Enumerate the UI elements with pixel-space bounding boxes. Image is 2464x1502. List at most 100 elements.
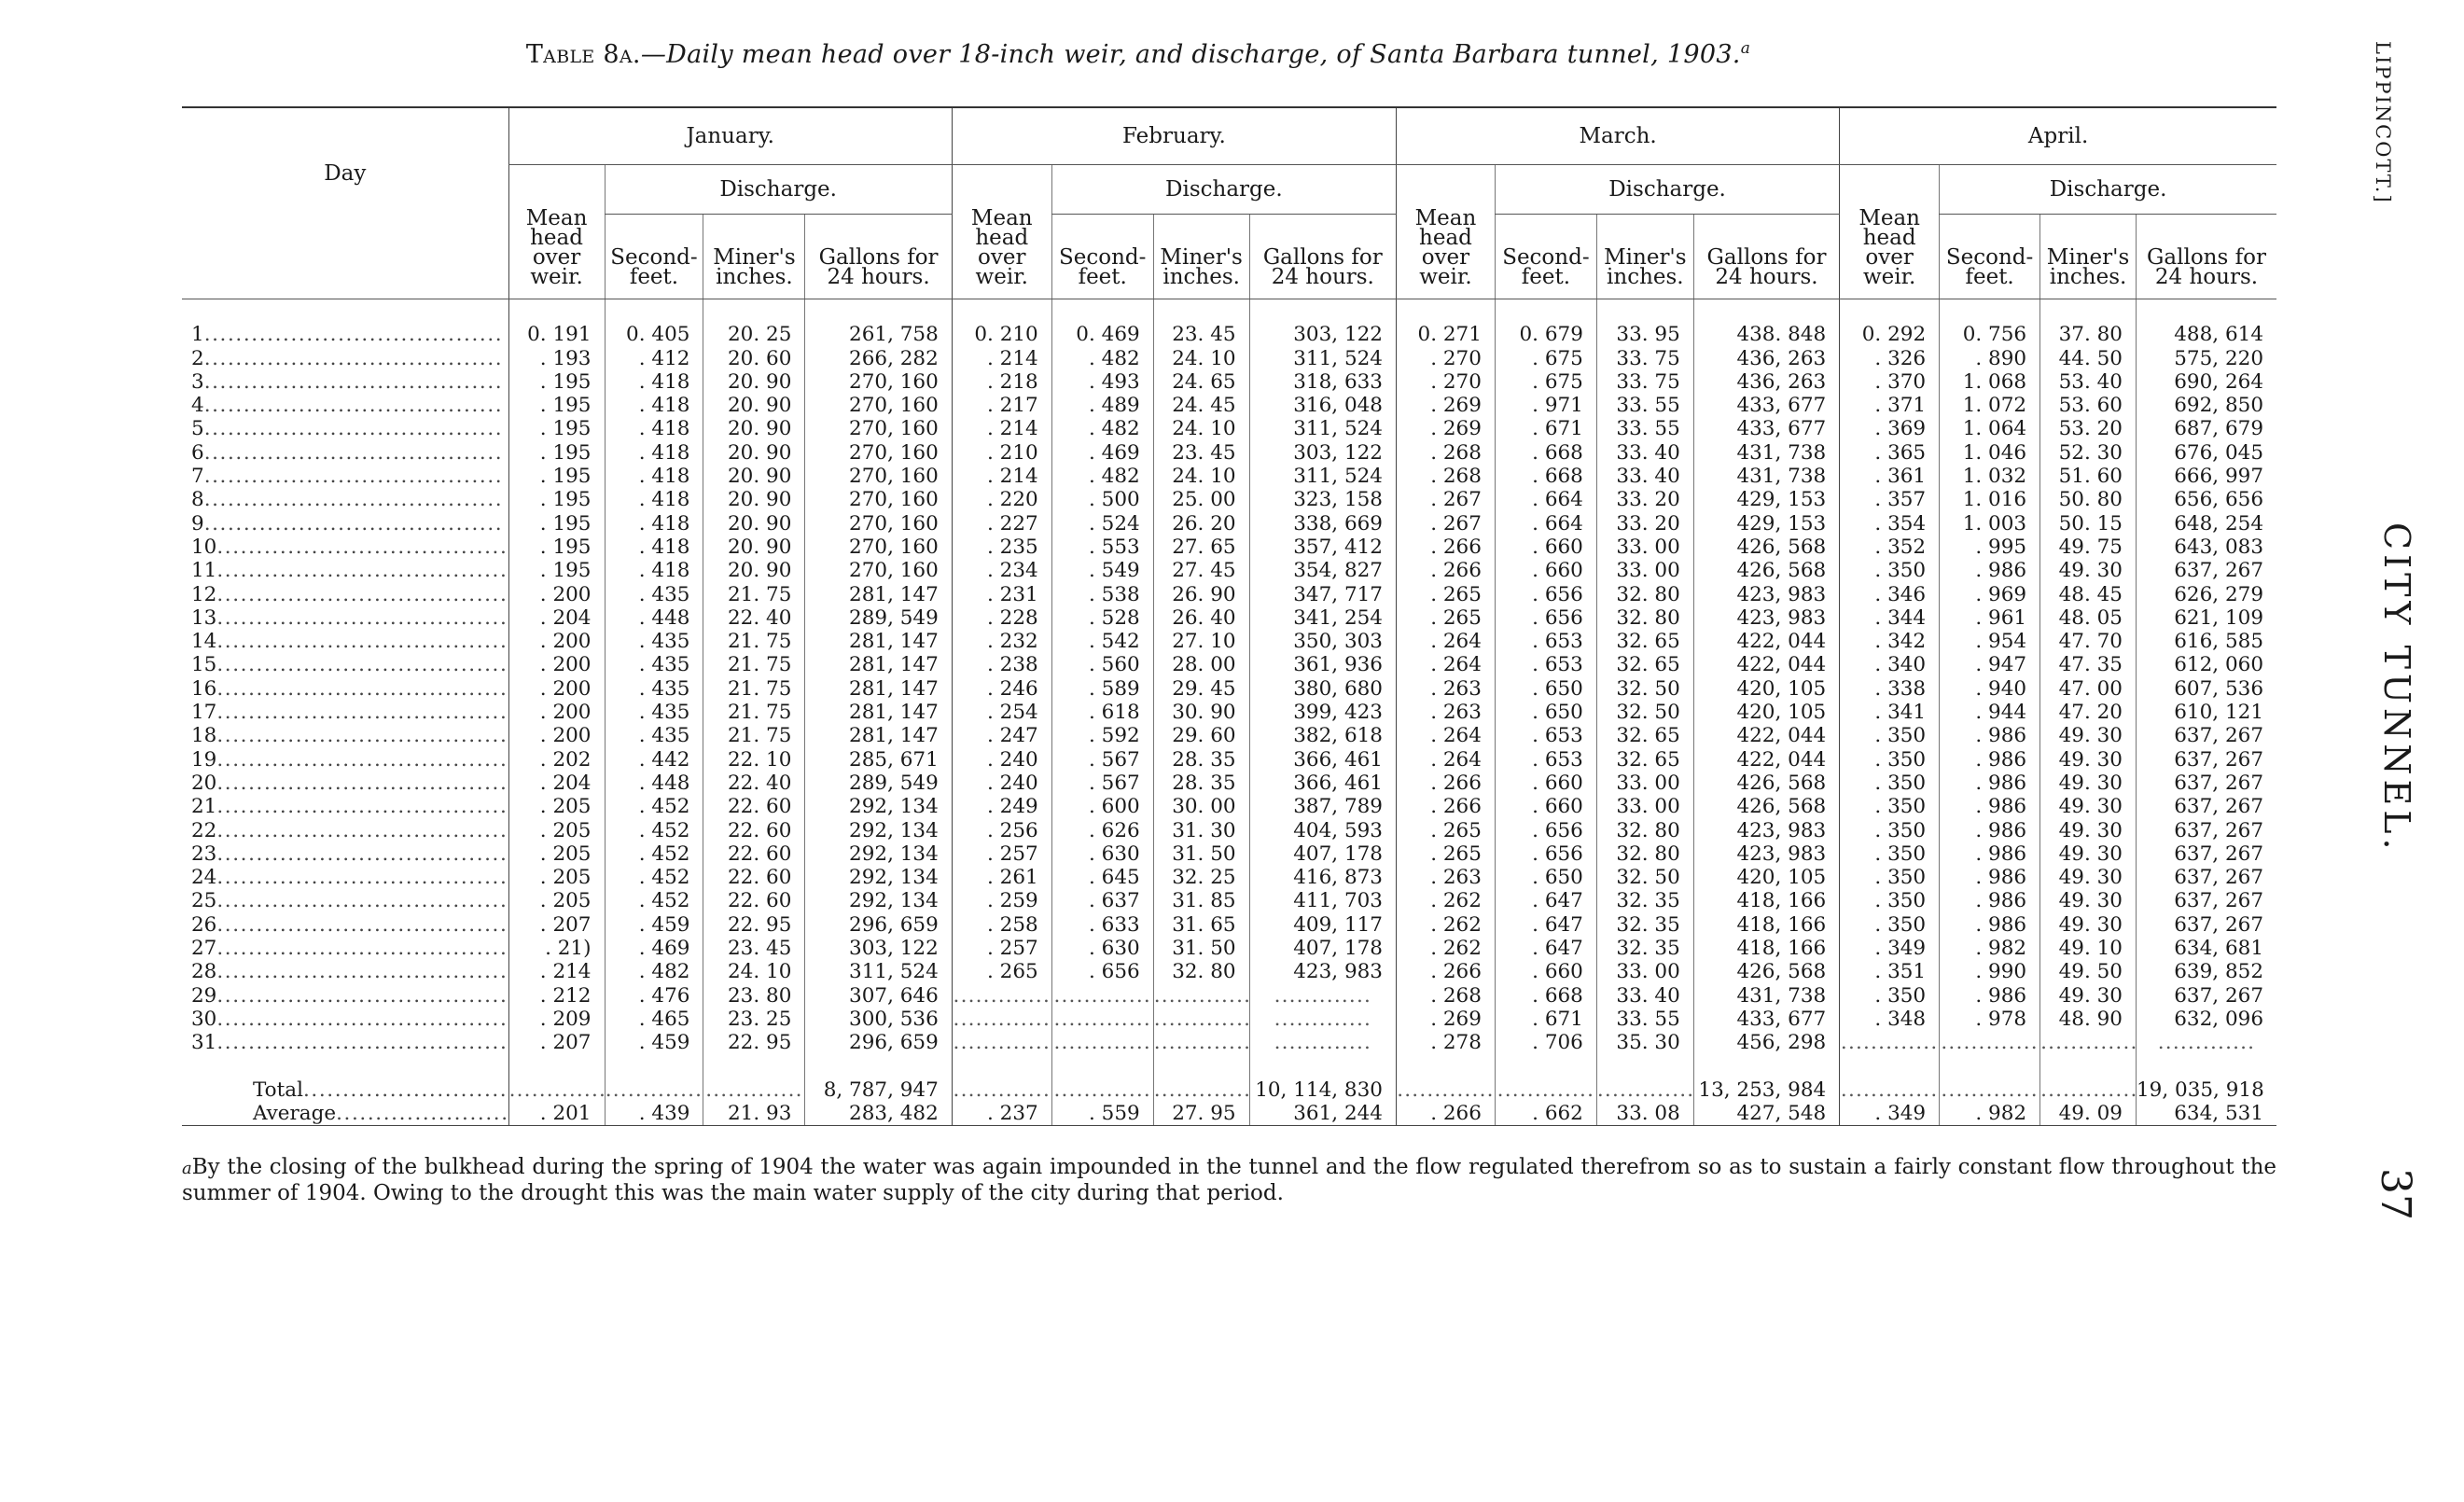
data-cell: 639, 852 xyxy=(2135,960,2276,984)
data-cell: 44. 50 xyxy=(2039,346,2137,370)
data-cell: . 940 xyxy=(1939,676,2040,702)
average-cell: . 439 xyxy=(604,1102,703,1127)
leader-dots xyxy=(216,535,508,559)
data-cell: 292, 134 xyxy=(804,866,953,890)
data-cell: . 482 xyxy=(1051,346,1154,370)
data-cell: 32. 35 xyxy=(1595,889,1694,913)
day-cell: 15 xyxy=(182,653,508,676)
data-cell: . 346 xyxy=(1839,582,1940,606)
data-cell: 361, 936 xyxy=(1248,653,1397,677)
data-cell: 292, 134 xyxy=(804,795,953,819)
data-cell: 0. 679 xyxy=(1494,323,1597,347)
discharge-table: Day January. February. March. April. Mean head… xyxy=(182,106,2276,1127)
day-number: 20 xyxy=(191,771,217,795)
data-cell: . 263 xyxy=(1395,866,1496,890)
data-cell: 52. 30 xyxy=(2039,440,2137,466)
data-cell: . 589 xyxy=(1051,676,1154,702)
data-cell: 21. 75 xyxy=(703,724,805,748)
data-cell xyxy=(1939,1031,2040,1055)
data-table: Day January. February. March. April. Mean head… xyxy=(182,106,2276,1127)
data-cell: 32. 65 xyxy=(1595,630,1694,654)
data-cell: 296, 659 xyxy=(804,1031,953,1055)
data-cell: 49. 10 xyxy=(2039,937,2137,961)
data-cell: 32. 80 xyxy=(1152,960,1250,984)
data-cell xyxy=(1839,1031,1940,1055)
miners-inches-header-line: Miner's xyxy=(2046,245,2130,270)
gallons-header-line: 24 hours. xyxy=(2154,265,2259,289)
data-cell: 23. 45 xyxy=(1152,440,1250,466)
second-feet-header-line: feet. xyxy=(1965,265,2014,289)
data-cell: . 344 xyxy=(1839,605,1940,631)
data-cell: . 452 xyxy=(604,866,703,890)
spacer-cell xyxy=(1839,1054,1940,1078)
leader-dots xyxy=(204,441,504,465)
data-cell: 33. 40 xyxy=(1595,465,1694,489)
data-cell: . 653 xyxy=(1494,630,1597,654)
data-cell: 422, 044 xyxy=(1692,653,1840,677)
data-cell: . 986 xyxy=(1939,912,2040,938)
data-cell: . 340 xyxy=(1839,653,1940,677)
data-cell: 22. 95 xyxy=(703,1031,805,1055)
leader-dots xyxy=(216,653,508,676)
data-cell: 422, 044 xyxy=(1692,724,1840,748)
day-number: 2 xyxy=(191,346,204,370)
data-cell: 0. 292 xyxy=(1839,323,1940,347)
data-cell: . 264 xyxy=(1395,653,1496,677)
day-cell: 30 xyxy=(182,1008,508,1031)
day-cell: 25 xyxy=(182,889,508,912)
table-title: Table 8a.—Daily mean head over 18-inch w… xyxy=(0,39,2276,69)
data-cell: . 637 xyxy=(1051,889,1154,913)
data-cell: 49. 30 xyxy=(2039,818,2137,842)
data-cell: 0. 210 xyxy=(951,323,1052,347)
leader-dots xyxy=(216,960,508,983)
data-cell: . 435 xyxy=(604,676,703,702)
day-number: 21 xyxy=(191,795,217,819)
data-cell: . 660 xyxy=(1494,535,1597,560)
data-cell: 422, 044 xyxy=(1692,747,1840,772)
data-cell: . 660 xyxy=(1494,559,1597,583)
data-cell: . 978 xyxy=(1939,1007,2040,1032)
data-cell: 31. 30 xyxy=(1152,818,1250,842)
data-cell: . 214 xyxy=(508,960,605,984)
average-cell: . 559 xyxy=(1051,1102,1154,1127)
data-cell: 49. 30 xyxy=(2039,889,2137,913)
data-cell: 22. 60 xyxy=(703,841,805,867)
data-cell: 621, 109 xyxy=(2135,605,2276,631)
spacer-cell xyxy=(1051,299,1154,324)
data-cell: 289, 549 xyxy=(804,771,953,796)
day-number: 19 xyxy=(191,747,217,772)
data-cell: 31. 50 xyxy=(1152,841,1250,867)
data-cell: 23. 80 xyxy=(703,983,805,1008)
data-cell: 323, 158 xyxy=(1248,488,1397,512)
data-cell: . 228 xyxy=(951,605,1052,631)
data-cell: 270, 160 xyxy=(804,559,953,583)
mean-head-line: head xyxy=(1419,226,1472,250)
average-cell: . 237 xyxy=(951,1102,1052,1127)
data-cell: 47. 00 xyxy=(2039,676,2137,702)
data-cell: 433, 677 xyxy=(1692,1007,1840,1032)
average-cell: . 662 xyxy=(1494,1102,1597,1127)
day-number: 9 xyxy=(191,511,204,535)
data-cell: . 210 xyxy=(951,440,1052,466)
data-cell: . 986 xyxy=(1939,559,2040,583)
data-cell xyxy=(1248,1007,1397,1032)
side-title: CITY TUNNEL. xyxy=(2376,522,2417,855)
data-cell: 48. 45 xyxy=(2039,582,2137,606)
data-cell: 1. 064 xyxy=(1939,417,2040,441)
spacer-cell xyxy=(604,299,703,324)
data-cell: 311, 524 xyxy=(1248,417,1397,441)
data-cell: . 195 xyxy=(508,440,605,466)
data-cell: 33. 40 xyxy=(1595,983,1694,1008)
leader-dots xyxy=(216,889,508,912)
mean-head-line: over xyxy=(532,245,581,270)
data-cell: 690, 264 xyxy=(2135,369,2276,395)
data-cell: . 647 xyxy=(1494,912,1597,938)
day-cell: 6 xyxy=(182,441,508,465)
data-cell: 21. 75 xyxy=(703,676,805,702)
leader-dots xyxy=(204,488,504,511)
